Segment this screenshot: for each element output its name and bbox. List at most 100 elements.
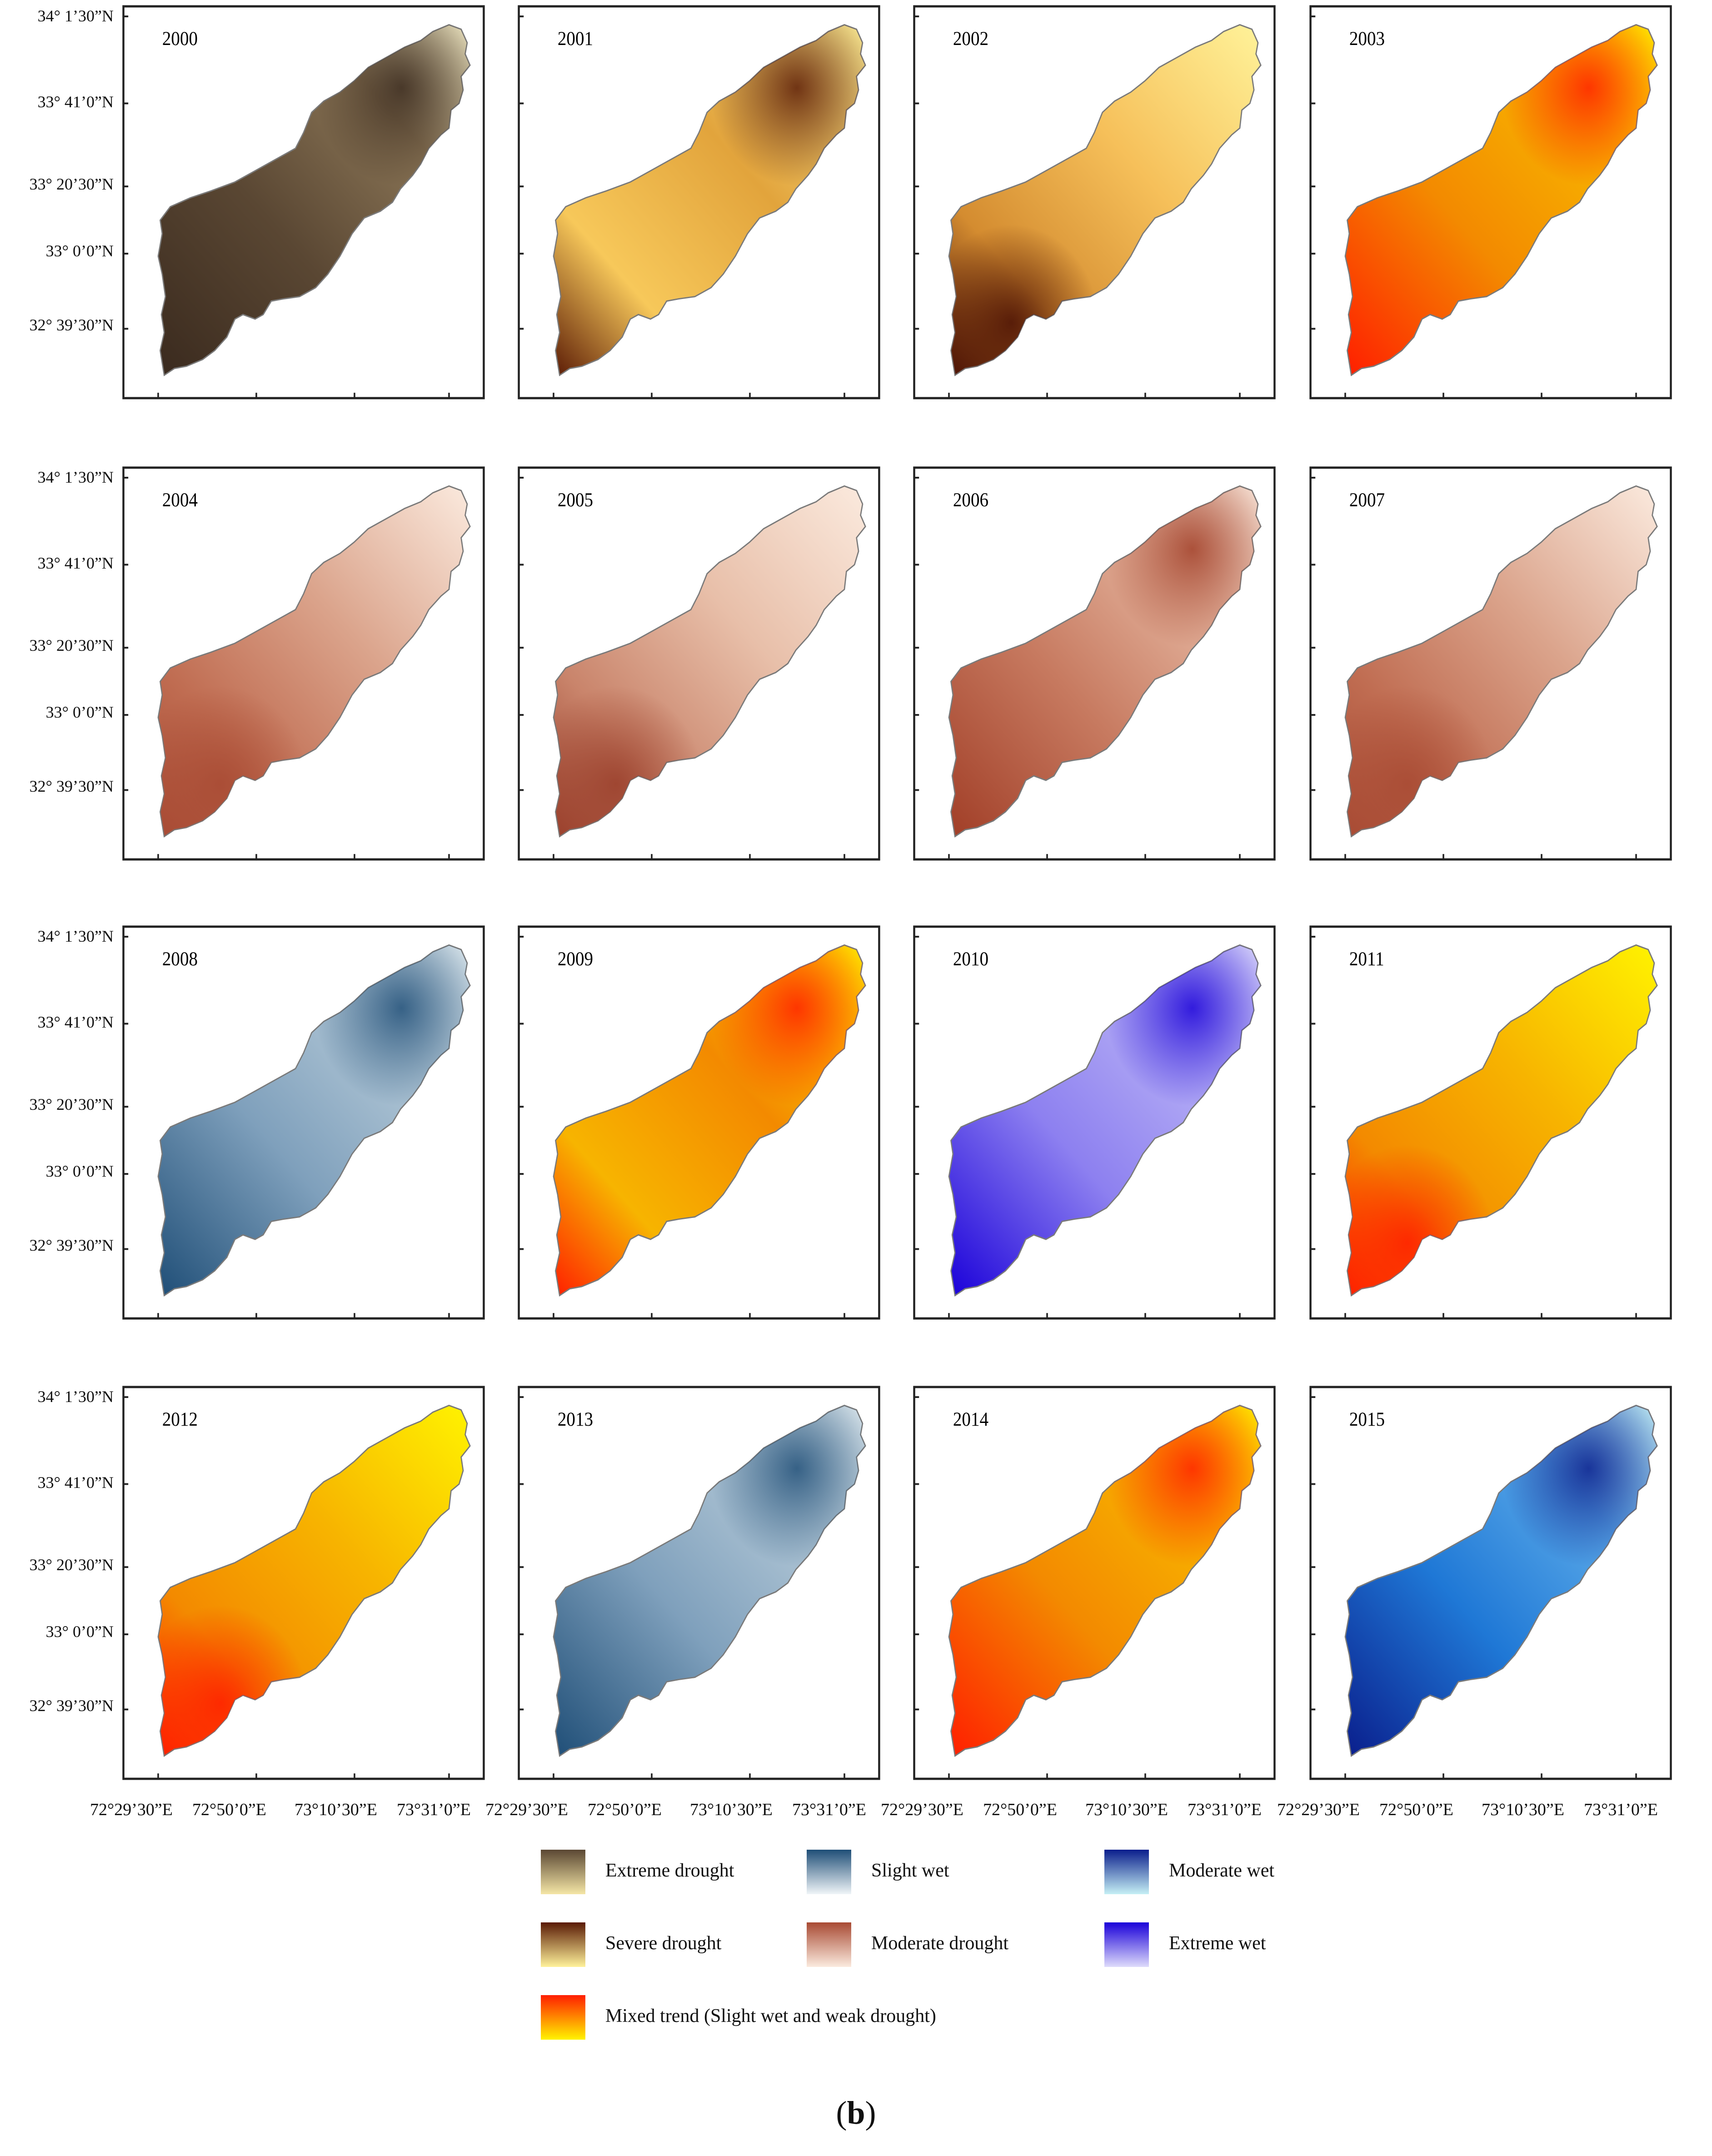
year-label-2002: 2002: [953, 27, 988, 49]
longitude-label: 73°10’30”E: [1085, 1800, 1168, 1819]
map-svg-2009: 2009: [518, 925, 880, 1320]
year-label-2006: 2006: [953, 489, 988, 510]
longitude-label: 72°29’30”E: [1277, 1800, 1360, 1819]
longitude-label: 73°10’30”E: [1482, 1800, 1564, 1819]
year-label-2003: 2003: [1349, 27, 1385, 49]
latitude-label: 33° 41’0”N: [37, 1473, 114, 1492]
hotspot-2014: [949, 1405, 1261, 1756]
year-label-2001: 2001: [558, 27, 593, 49]
latitude-label: 32° 39’30”N: [29, 1697, 114, 1715]
longitude-label: 72°50’0”E: [983, 1800, 1057, 1819]
year-label-2005: 2005: [558, 489, 593, 510]
hotspot-2003: [1345, 25, 1657, 375]
legend-swatch: [1104, 1922, 1149, 1967]
map-panel-2008: 2008: [122, 925, 485, 1320]
hotspot-2005: [554, 486, 866, 837]
year-label-2008: 2008: [162, 948, 198, 969]
hotspot-2009: [554, 945, 866, 1296]
year-label-2007: 2007: [1349, 489, 1385, 510]
map-svg-2007: 2007: [1309, 466, 1672, 861]
legend-label: Severe drought: [605, 1933, 722, 1954]
hotspot-2011: [1345, 945, 1657, 1296]
map-panel-2006: 2006: [913, 466, 1276, 861]
latitude-label: 34° 1’30”N: [37, 927, 114, 945]
map-panel-2002: 2002: [913, 5, 1276, 400]
map-svg-2008: 2008: [122, 925, 485, 1320]
longitude-label: 72°29’30”E: [881, 1800, 963, 1819]
year-label-2015: 2015: [1349, 1408, 1385, 1430]
year-label-2013: 2013: [558, 1408, 593, 1430]
year-label-2014: 2014: [953, 1408, 989, 1430]
year-label-2010: 2010: [953, 948, 988, 969]
hotspot-2008: [158, 945, 470, 1296]
hotspot-2012: [158, 1405, 470, 1756]
map-svg-2015: 2015: [1309, 1386, 1672, 1780]
map-svg-2003: 2003: [1309, 5, 1672, 399]
legend-swatch: [541, 1995, 585, 2040]
hotspot-2013: [554, 1405, 866, 1756]
longitude-label: 72°50’0”E: [588, 1800, 662, 1819]
legend-swatch: [541, 1850, 585, 1894]
longitude-label: 73°10’30”E: [690, 1800, 773, 1819]
legend-swatch: [807, 1922, 851, 1967]
legend-label: Moderate drought: [871, 1933, 1009, 1954]
map-svg-2014: 2014: [913, 1386, 1276, 1780]
map-panel-2012: 2012: [122, 1385, 485, 1781]
map-panel-2011: 2011: [1309, 925, 1672, 1320]
map-panel-2015: 2015: [1309, 1385, 1672, 1781]
latitude-label: 33° 0’0”N: [45, 241, 114, 260]
map-svg-2012: 2012: [122, 1386, 485, 1780]
longitude-label: 73°31’0”E: [397, 1800, 471, 1819]
latitude-label: 33° 41’0”N: [37, 554, 114, 573]
map-panel-2005: 2005: [517, 466, 881, 861]
year-label-2009: 2009: [558, 948, 593, 969]
latitude-label: 34° 1’30”N: [37, 1387, 114, 1406]
legend-swatch: [541, 1922, 585, 1967]
caption-letter: b: [847, 2095, 865, 2131]
map-svg-2004: 2004: [122, 466, 485, 861]
hotspot-2006: [949, 486, 1261, 837]
longitude-label: 72°50’0”E: [192, 1800, 266, 1819]
map-svg-2005: 2005: [518, 466, 880, 861]
year-label-2004: 2004: [162, 489, 198, 510]
longitude-label: 73°10’30”E: [294, 1800, 377, 1819]
legend-swatch: [1104, 1850, 1149, 1894]
map-svg-2013: 2013: [518, 1386, 880, 1780]
latitude-label: 33° 20’30”N: [29, 1095, 114, 1114]
map-svg-2006: 2006: [913, 466, 1276, 861]
legend-label: Slight wet: [871, 1860, 949, 1881]
map-svg-2000: 2000: [122, 5, 485, 399]
legend-swatch: [807, 1850, 851, 1894]
latitude-label: 33° 20’30”N: [29, 1556, 114, 1574]
latitude-label: 33° 41’0”N: [37, 93, 114, 111]
longitude-label: 72°29’30”E: [90, 1800, 173, 1819]
latitude-label: 33° 0’0”N: [45, 703, 114, 721]
map-panel-2014: 2014: [913, 1385, 1276, 1781]
longitude-label: 73°31’0”E: [792, 1800, 866, 1819]
hotspot-2007: [1345, 486, 1657, 837]
latitude-label: 33° 20’30”N: [29, 175, 114, 194]
map-panel-2001: 2001: [517, 5, 881, 400]
longitude-label: 73°31’0”E: [1584, 1800, 1658, 1819]
year-label-2011: 2011: [1349, 948, 1384, 969]
hotspot-2002: [949, 25, 1261, 375]
map-svg-2002: 2002: [913, 5, 1276, 399]
latitude-label: 33° 0’0”N: [45, 1162, 114, 1180]
map-panel-2003: 2003: [1309, 5, 1672, 400]
hotspot-2010: [949, 945, 1261, 1296]
longitude-label: 72°50’0”E: [1379, 1800, 1453, 1819]
latitude-label: 32° 39’30”N: [29, 316, 114, 334]
longitude-label: 72°29’30”E: [485, 1800, 568, 1819]
map-panel-2009: 2009: [517, 925, 881, 1320]
hotspot-2001: [554, 25, 866, 375]
map-panel-2010: 2010: [913, 925, 1276, 1320]
latitude-label: 33° 41’0”N: [37, 1013, 114, 1032]
map-svg-2001: 2001: [518, 5, 880, 399]
legend-label: Extreme wet: [1169, 1933, 1266, 1954]
legend-label: Extreme drought: [605, 1860, 734, 1881]
latitude-label: 33° 0’0”N: [45, 1622, 114, 1641]
map-panel-2007: 2007: [1309, 466, 1672, 861]
figure-caption: (b): [836, 2095, 876, 2131]
latitude-label: 33° 20’30”N: [29, 636, 114, 655]
